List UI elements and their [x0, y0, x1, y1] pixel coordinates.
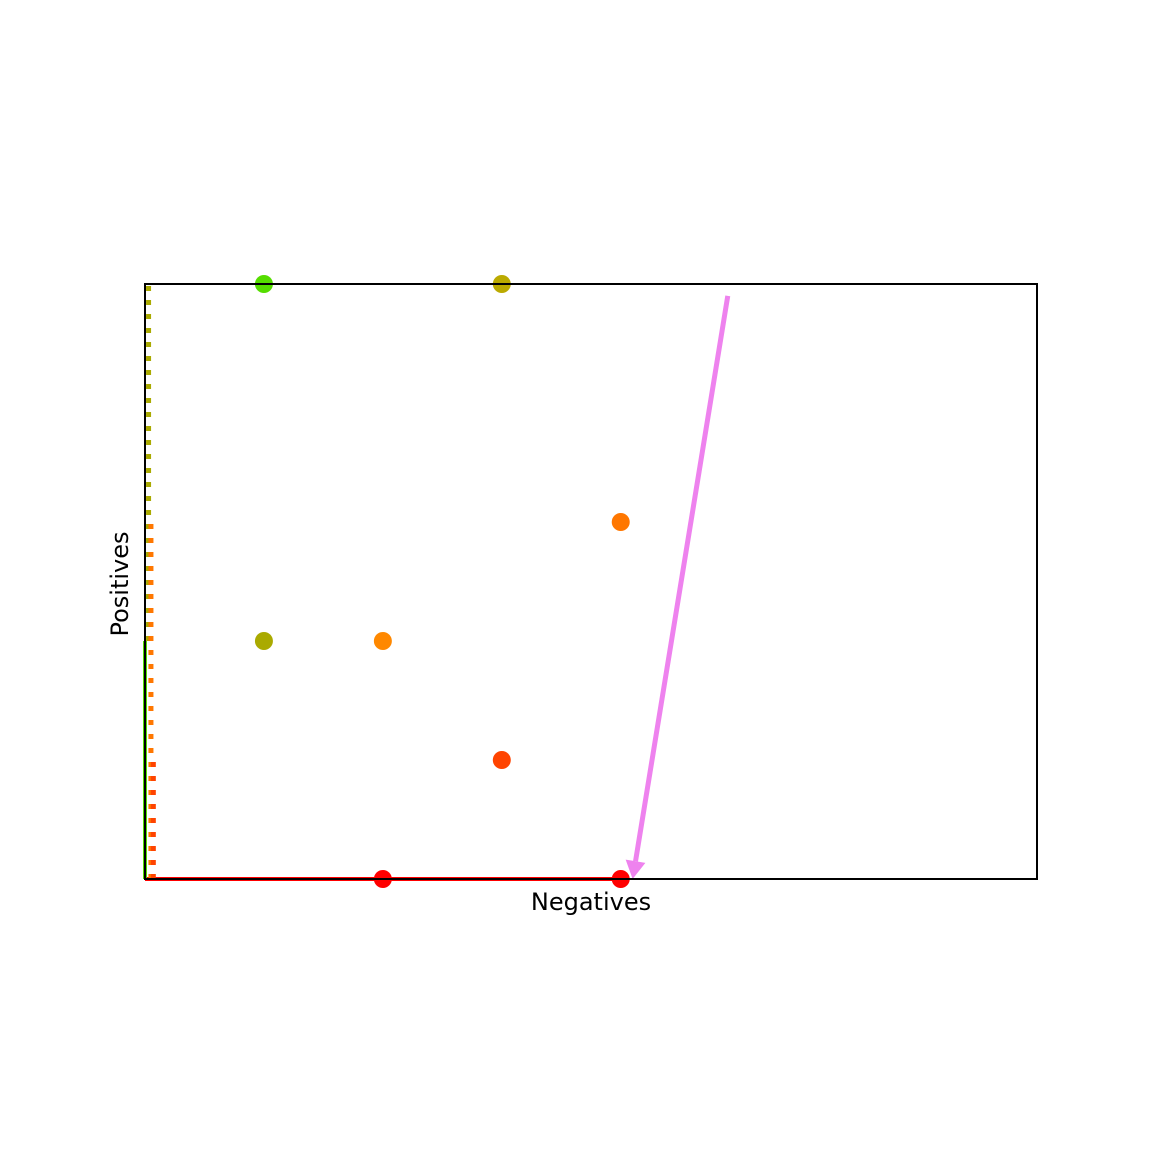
x-axis-label: Negatives [531, 888, 651, 916]
annotation-layer [625, 295, 731, 879]
plot-frame [144, 283, 1038, 880]
data-point-4 [254, 632, 273, 650]
data-points [254, 275, 630, 888]
annotation-arrow-shaft [633, 295, 731, 862]
data-point-6 [492, 751, 511, 769]
y-axis-label: Positives [106, 531, 134, 636]
annotation-arrow-head [625, 859, 646, 879]
data-point-5 [373, 632, 392, 650]
series-lines [143, 284, 621, 881]
data-point-3 [611, 513, 630, 531]
